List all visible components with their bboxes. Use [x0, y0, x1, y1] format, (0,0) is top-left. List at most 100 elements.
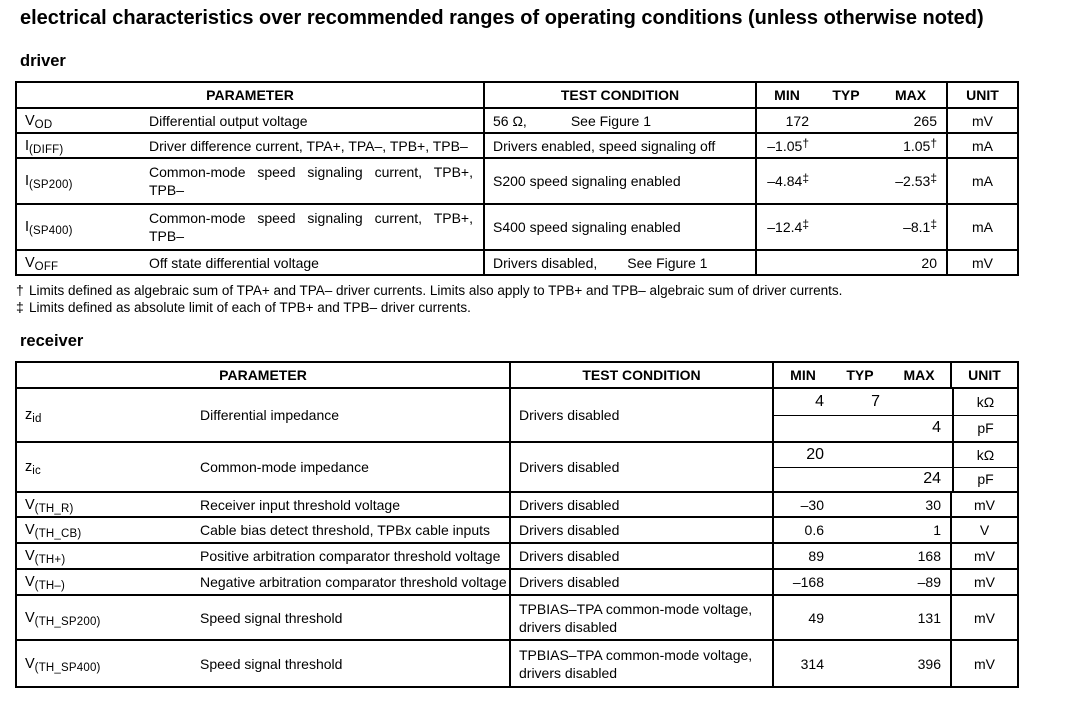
- column-header-test-condition: TEST CONDITION: [509, 363, 772, 387]
- param-name: Positive arbitration comparator threshol…: [200, 548, 501, 564]
- test-condition: TPBIAS–TPA common-mode voltage, drivers …: [519, 646, 753, 681]
- test-condition: Drivers enabled, speed signaling off: [493, 137, 716, 154]
- test-condition: Drivers disabled: [519, 496, 620, 513]
- typ-value: 7: [871, 392, 880, 410]
- max-value: 396: [917, 655, 941, 672]
- double-dagger-note: ‡: [802, 171, 809, 185]
- column-header-max: MAX: [894, 87, 927, 103]
- driver-table-header: PARAMETER TEST CONDITION MIN TYP MAX UNI…: [17, 83, 1017, 107]
- column-header-parameter: PARAMETER: [206, 87, 294, 103]
- column-header-typ: TYP: [846, 367, 874, 383]
- column-header-typ: TYP: [832, 87, 860, 103]
- param-name: Speed signal threshold: [200, 609, 343, 626]
- test-condition: Drivers disabled: [519, 522, 620, 538]
- param-symbol: VOFF: [25, 254, 59, 273]
- table-row-isp400: I(SP400) Common-mode speed signaling cur…: [17, 203, 1017, 249]
- param-symbol: I(SP400): [25, 219, 73, 237]
- min-value: 89: [808, 548, 824, 564]
- unit-value: pF: [952, 415, 1017, 441]
- column-header-min-typ-max: MIN TYP MAX: [772, 363, 950, 387]
- dagger-note: †: [802, 135, 809, 150]
- receiver-table: PARAMETER TEST CONDITION MIN TYP MAX UNI…: [15, 361, 1019, 688]
- footnote-dagger: † Limits defined as algebraic sum of TPA…: [16, 282, 1091, 300]
- param-name: Negative arbitration comparator threshol…: [200, 574, 507, 590]
- min-value: 314: [800, 655, 824, 672]
- unit-value: mV: [950, 596, 1017, 639]
- test-condition: S400 speed signaling enabled: [493, 219, 681, 235]
- unit-value: mV: [946, 251, 1017, 274]
- param-name: Common-mode speed signaling current, TPB…: [149, 164, 473, 198]
- sub-row: 4 pF: [774, 414, 1017, 441]
- column-header-min: MIN: [790, 367, 816, 383]
- param-name: Off state differential voltage: [149, 254, 319, 271]
- test-condition: Drivers disabled: [519, 459, 620, 475]
- unit-value: mA: [946, 159, 1017, 203]
- table-row-zic: zic Common-mode impedance Drivers disabl…: [17, 441, 1017, 491]
- max-value: –8.1‡: [903, 217, 937, 235]
- max-value: 265: [913, 112, 937, 129]
- table-row-vth-sp400: V(TH_SP400) Speed signal threshold TPBIA…: [17, 639, 1017, 686]
- page-title: electrical characteristics over recommen…: [20, 7, 984, 29]
- min-value: –12.4‡: [767, 217, 809, 235]
- min-value: –30: [800, 496, 824, 513]
- unit-value: mV: [950, 570, 1017, 594]
- test-condition: S200 speed signaling enabled: [493, 173, 681, 189]
- driver-footnotes: † Limits defined as algebraic sum of TPA…: [16, 282, 1091, 317]
- param-symbol: I(SP200): [25, 173, 73, 191]
- table-row-vth-r: V(TH_R) Receiver input threshold voltage…: [17, 491, 1017, 516]
- param-name: Differential output voltage: [149, 112, 308, 129]
- param-symbol: zic: [25, 459, 41, 477]
- unit-value: pF: [952, 467, 1017, 491]
- max-value: –2.53‡: [895, 171, 937, 189]
- receiver-section-heading: receiver: [20, 332, 84, 350]
- column-header-unit: UNIT: [946, 83, 1017, 107]
- min-value: 172: [785, 112, 809, 129]
- table-row-vth-sp200: V(TH_SP200) Speed signal threshold TPBIA…: [17, 594, 1017, 639]
- test-condition: Drivers disabled: [519, 548, 620, 564]
- param-symbol: V(TH_SP400): [25, 655, 101, 674]
- param-symbol: VOD: [25, 112, 53, 131]
- param-name: Differential impedance: [200, 407, 340, 423]
- unit-value: kΩ: [952, 443, 1017, 467]
- min-value: 20: [806, 445, 824, 463]
- min-value: 0.6: [804, 522, 824, 538]
- param-symbol: V(TH_CB): [25, 522, 82, 540]
- unit-value: mV: [946, 109, 1017, 132]
- footnote-text: Limits defined as absolute limit of each…: [29, 299, 471, 315]
- double-dagger-note: ‡: [930, 171, 937, 185]
- max-value: 168: [917, 548, 941, 564]
- param-name: Common-mode speed signaling current, TPB…: [149, 210, 473, 244]
- max-value: 1: [933, 522, 941, 538]
- param-name: Speed signal threshold: [200, 655, 343, 672]
- column-header-min: MIN: [774, 87, 800, 103]
- table-row-vth-plus: V(TH+) Positive arbitration comparator t…: [17, 542, 1017, 568]
- max-value: 131: [917, 609, 941, 626]
- min-value: 4: [815, 392, 824, 410]
- max-value: 24: [923, 470, 941, 488]
- param-symbol: I(DIFF): [25, 137, 64, 156]
- dagger-note: †: [930, 135, 937, 150]
- table-row-zid: zid Differential impedance Drivers disab…: [17, 387, 1017, 441]
- min-value: –168: [792, 574, 824, 590]
- test-condition-note: See Figure 1: [627, 254, 708, 271]
- max-value: 4: [932, 419, 941, 437]
- min-value: 49: [808, 609, 824, 626]
- param-name: Cable bias detect threshold, TPBx cable …: [200, 522, 491, 538]
- max-value: 30: [925, 496, 941, 513]
- table-row-vth-cb: V(TH_CB) Cable bias detect threshold, TP…: [17, 516, 1017, 542]
- footnote-double-dagger: ‡ Limits defined as absolute limit of ea…: [16, 298, 1091, 317]
- dagger-symbol: †: [16, 282, 24, 298]
- max-value: 1.05†: [903, 135, 937, 154]
- column-header-unit: UNIT: [950, 363, 1017, 387]
- double-dagger-note: ‡: [930, 217, 937, 231]
- param-name: Receiver input threshold voltage: [200, 496, 401, 513]
- param-symbol: V(TH_R): [25, 496, 74, 515]
- test-condition-note: See Figure 1: [570, 112, 651, 129]
- double-dagger-symbol: ‡: [16, 298, 24, 315]
- max-value: 20: [921, 254, 937, 271]
- test-condition: Drivers disabled: [519, 407, 620, 423]
- sub-row: 24 pF: [774, 466, 1017, 491]
- table-row-vod: VOD Differential output voltage 56 Ω, Se…: [17, 107, 1017, 132]
- unit-value: V: [950, 518, 1017, 542]
- table-row-isp200: I(SP200) Common-mode speed signaling cur…: [17, 157, 1017, 203]
